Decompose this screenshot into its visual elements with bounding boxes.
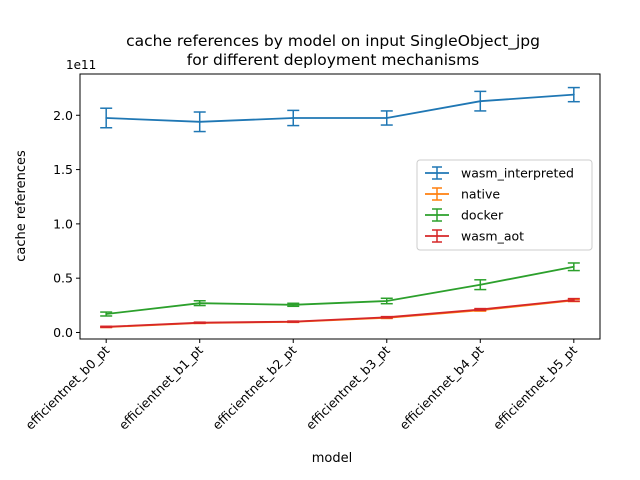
legend-label: docker bbox=[461, 208, 504, 223]
legend-entry: wasm_interpreted bbox=[425, 166, 574, 181]
data-point bbox=[572, 265, 575, 268]
data-point bbox=[479, 100, 482, 103]
y-tick-label: 2.0 bbox=[53, 108, 73, 123]
legend-box bbox=[416, 159, 593, 251]
y-axis-label: cache references bbox=[14, 150, 29, 262]
data-point bbox=[198, 321, 201, 324]
legend-entry: docker bbox=[425, 208, 504, 223]
series-line bbox=[106, 93, 574, 123]
series-line bbox=[106, 299, 574, 328]
data-point bbox=[292, 117, 295, 119]
chart-title-line2: for different deployment mechanisms bbox=[187, 51, 480, 69]
x-axis-label: model bbox=[312, 451, 352, 466]
series-wasm_interpreted bbox=[100, 86, 580, 133]
data-point bbox=[479, 308, 482, 311]
data-point bbox=[105, 117, 108, 119]
legend-entry: wasm_aot bbox=[425, 229, 524, 244]
data-point bbox=[105, 325, 108, 328]
data-point bbox=[572, 299, 575, 301]
legend-label: wasm_interpreted bbox=[461, 166, 574, 181]
legend-label: native bbox=[461, 187, 500, 202]
data-point bbox=[198, 120, 201, 123]
series-line bbox=[106, 265, 574, 315]
data-point bbox=[198, 302, 201, 305]
legend-entry: native bbox=[425, 187, 500, 202]
chart-title-line1: cache references by model on input Singl… bbox=[126, 32, 540, 51]
series-docker bbox=[100, 262, 580, 317]
y-tick-label: 1.0 bbox=[53, 216, 73, 231]
y-tick-label: 0.5 bbox=[53, 271, 73, 286]
y-tick-label: 1.5 bbox=[53, 162, 73, 177]
data-point bbox=[105, 313, 108, 315]
legend-label: wasm_aot bbox=[461, 229, 524, 244]
axes-frame bbox=[79, 73, 601, 340]
data-point bbox=[292, 303, 295, 306]
data-point bbox=[292, 320, 295, 323]
data-point bbox=[572, 93, 575, 96]
series-wasm_aot bbox=[100, 297, 580, 329]
y-tick-label: 0.0 bbox=[53, 325, 73, 340]
data-point bbox=[385, 300, 388, 302]
data-point bbox=[385, 316, 388, 319]
data-point bbox=[479, 283, 482, 286]
y-axis-multiplier: 1e11 bbox=[66, 58, 96, 72]
data-point bbox=[385, 117, 388, 119]
